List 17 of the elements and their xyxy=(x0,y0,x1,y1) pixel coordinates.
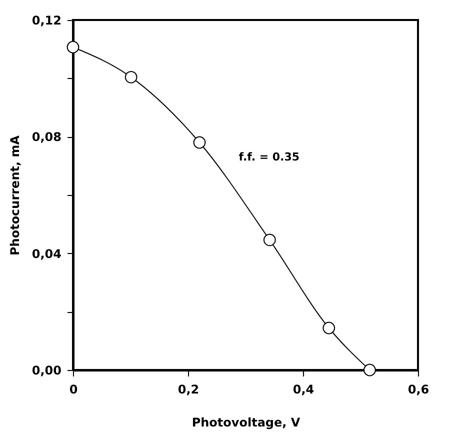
y-tick-label: 0,08 xyxy=(32,130,62,144)
y-tick-label: 0,00 xyxy=(32,364,62,378)
y-tick-label: 0,12 xyxy=(32,14,62,28)
y-axis-title: Photocurrent, mA xyxy=(8,134,22,256)
point xyxy=(263,234,276,246)
x-tick-label: 0,4 xyxy=(292,382,314,396)
point xyxy=(364,364,376,376)
y-tick-label: 0,04 xyxy=(32,246,62,261)
point xyxy=(124,70,138,84)
x-tick-label: 0,2 xyxy=(178,382,200,396)
x-tick-label: 0,6 xyxy=(408,382,430,396)
point xyxy=(193,136,206,149)
annotation: f.f. = 0.35 xyxy=(238,150,300,164)
x-axis-title: Photovoltage, V xyxy=(192,416,301,430)
point xyxy=(322,322,336,334)
x-tick-label: 0 xyxy=(69,382,78,396)
point xyxy=(66,40,80,54)
